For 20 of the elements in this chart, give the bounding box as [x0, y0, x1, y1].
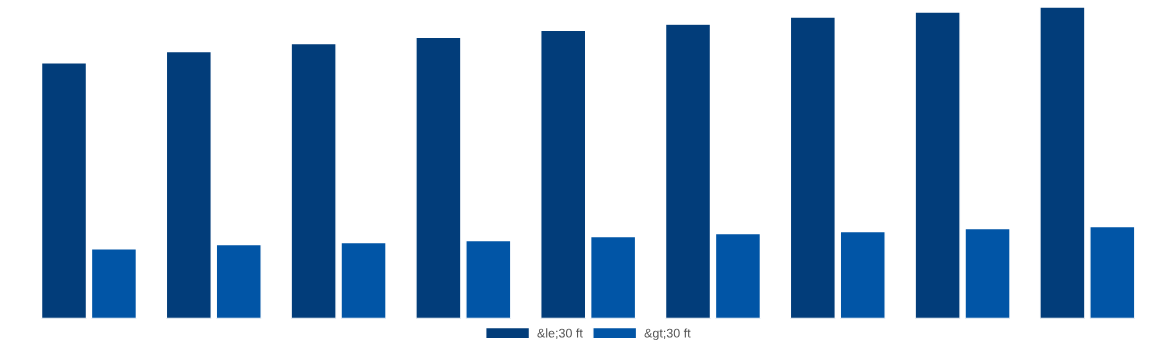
bar [1039, 7, 1086, 319]
legend-label: &gt;30 ft [644, 328, 691, 341]
bar [914, 11, 961, 319]
bar [465, 239, 512, 319]
bar [165, 50, 212, 319]
bar [664, 23, 712, 319]
legend-label: &le;30 ft [537, 328, 583, 340]
bar [340, 241, 387, 319]
bar [714, 232, 762, 319]
bar [589, 235, 637, 319]
bar [540, 29, 587, 319]
bar [964, 227, 1011, 319]
bar [90, 248, 138, 319]
bar [1089, 225, 1136, 319]
bar [215, 243, 262, 319]
bar [290, 42, 337, 319]
bar [40, 62, 88, 319]
bar [839, 230, 886, 319]
bar [789, 16, 836, 319]
bar [415, 36, 462, 319]
